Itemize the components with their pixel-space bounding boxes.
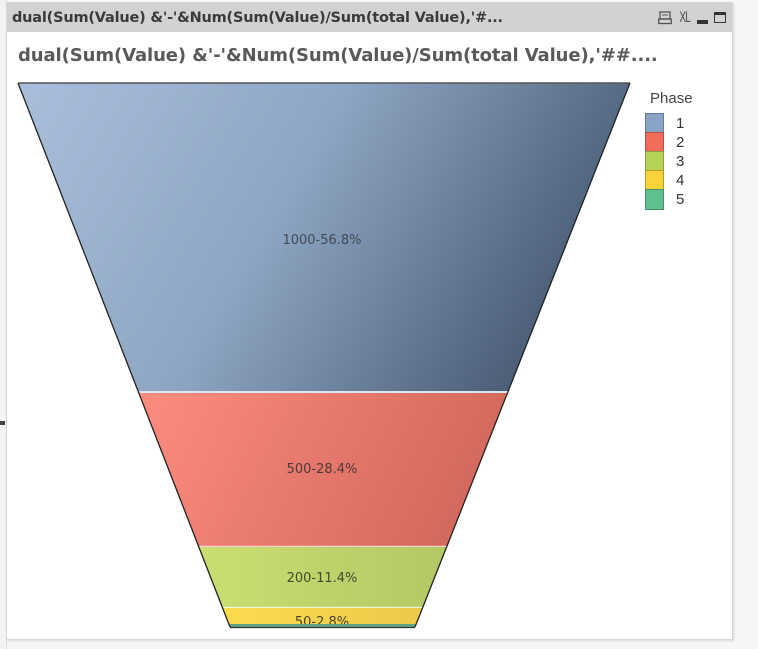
segment-label-2: 500-28.4% [287, 462, 358, 477]
chart-titlebar[interactable]: dual(Sum(Value) &'-'&Num(Sum(Value)/Sum(… [7, 3, 732, 32]
funnel-segment-1[interactable] [18, 83, 630, 392]
legend-swatch-2 [645, 132, 664, 153]
legend-item[interactable]: 4 [645, 170, 693, 191]
legend-label: 1 [676, 115, 685, 132]
resize-handle[interactable] [0, 421, 5, 425]
funnel-segment-2[interactable] [138, 393, 508, 546]
legend-item[interactable]: 5 [645, 189, 693, 210]
legend-label: 5 [676, 191, 685, 208]
funnel-segment-3[interactable] [198, 547, 447, 607]
legend-label: 4 [676, 172, 685, 189]
legend-item[interactable]: 1 [645, 113, 693, 134]
print-icon[interactable] [658, 10, 673, 25]
legend-label: 3 [676, 153, 685, 170]
legend-label: 2 [676, 134, 685, 151]
legend-swatch-4 [645, 170, 664, 191]
legend: Phase 1 2 3 4 5 [645, 90, 693, 210]
chart-title: dual(Sum(Value) &'-'&Num(Sum(Value)/Sum(… [18, 45, 658, 66]
legend-item[interactable]: 2 [645, 132, 693, 153]
segment-label-3: 200-11.4% [287, 571, 358, 586]
legend-swatch-3 [645, 151, 664, 172]
xl-export-icon[interactable]: XL [679, 9, 691, 26]
funnel-segment-5[interactable] [228, 624, 417, 627]
legend-item[interactable]: 3 [645, 151, 693, 172]
legend-title: Phase [650, 90, 693, 107]
segment-label-1: 1000-56.8% [282, 233, 361, 248]
minimize-icon[interactable] [697, 19, 708, 24]
legend-swatch-1 [645, 113, 664, 134]
window-title: dual(Sum(Value) &'-'&Num(Sum(Value)/Sum(… [12, 9, 503, 26]
segment-label-4: 50-2.8% [295, 615, 349, 630]
legend-swatch-5 [645, 189, 664, 210]
maximize-icon[interactable] [714, 12, 726, 23]
funnel-segment-4[interactable] [222, 608, 423, 624]
